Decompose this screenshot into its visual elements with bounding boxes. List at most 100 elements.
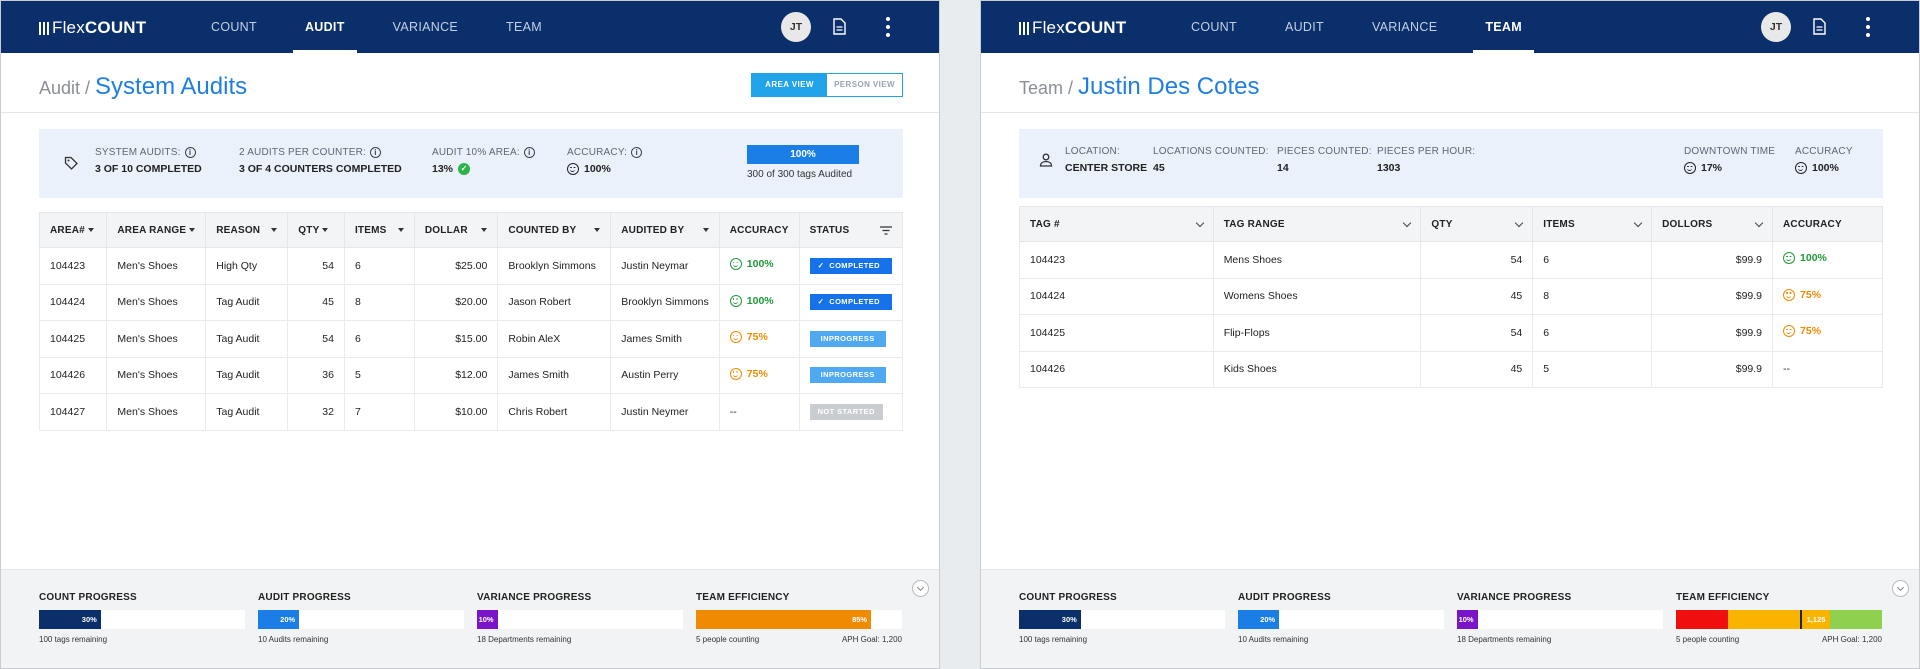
table-row[interactable]: 104425 Men's Shoes Tag Audit 54 6 $15.00 Robin… [38,320,904,358]
collapse-chevron-icon[interactable] [1892,580,1909,597]
col-status: STATUS [798,212,904,248]
col-qty[interactable]: QTY [1420,206,1534,242]
col-items[interactable]: ITEMS [343,212,415,248]
col-area-range[interactable]: AREA RANGE [106,212,207,248]
info-icon[interactable]: i [184,147,196,158]
smile-icon [729,367,742,380]
count-progress: COUNT PROGRESS 30% 100 tags remaining [1019,592,1225,644]
col-tag[interactable]: TAG # [1019,206,1214,242]
stat-downtown-time: DOWNTOWN TIME 17% [1684,146,1776,174]
info-icon[interactable]: i [370,147,381,158]
logo-bars-icon [1019,21,1029,35]
stat-tags-audited: 100% 300 of 300 tags Audited [747,145,859,180]
audit-table: AREA# AREA RANGE REASON QTY ITEMS DOLLAR… [38,212,904,431]
smile-icon [1684,162,1696,174]
stat-locations-counted: LOCATIONS COUNTED: 45 [1153,146,1269,174]
chevron-down-icon [1515,218,1524,227]
smile-icon [729,331,742,344]
person-icon [1039,153,1053,167]
tags-audited-bar: 100% [747,145,859,164]
table-row[interactable]: 104425 Flip-Flops 54 6 $99.9 75% [1019,314,1883,352]
collapse-chevron-icon[interactable] [912,580,929,597]
table-header-row: AREA# AREA RANGE REASON QTY ITEMS DOLLAR… [38,212,904,248]
table-row[interactable]: 104424 Men's Shoes Tag Audit 45 8 $20.00 Jason… [38,283,904,321]
table-row[interactable]: 104423 Men's Shoes High Qty 54 6 $25.00 Brookl… [38,247,904,285]
breadcrumb-parent[interactable]: Audit / [39,78,91,98]
col-counted-by[interactable]: COUNTED BY [497,212,612,248]
page-header: Team / Justin Des Cotes [981,53,1919,113]
col-dollar[interactable]: DOLLAR [413,212,499,248]
gauge-segment-yellow [1727,610,1800,629]
breadcrumb: Team / Justin Des Cotes [1019,73,1259,101]
col-audited-by[interactable]: AUDITED BY [610,212,720,248]
user-avatar[interactable]: JT [781,12,811,42]
col-reason[interactable]: REASON [205,212,289,248]
variance-progress: VARIANCE PROGRESS 10% 18 Departments rem… [477,592,683,644]
page-title: Justin Des Cotes [1078,73,1260,100]
sort-icon [87,227,94,232]
table-row[interactable]: 104426 Kids Shoes 45 5 $99.9 -- [1019,350,1883,388]
person-view-button[interactable]: PERSON VIEW [827,74,902,96]
nav-tab-variance[interactable]: VARIANCE [1371,20,1438,34]
table-row[interactable]: 104424 Womens Shoes 45 8 $99.9 75% [1019,277,1883,315]
top-nav-bar: Flex COUNT COUNT AUDIT VARIANCE TEAM JT [981,1,1919,53]
breadcrumb-parent[interactable]: Team / [1019,78,1074,98]
nav-tab-count[interactable]: COUNT [1191,20,1237,34]
main-nav: COUNT AUDIT VARIANCE TEAM [199,1,578,53]
status-badge: INPROGRESS [809,330,886,347]
nav-tab-count[interactable]: COUNT [211,20,257,34]
stat-system-audits: SYSTEM AUDITS: i 3 OF 10 COMPLETED [95,147,202,175]
filter-icon[interactable] [880,225,892,235]
progress-footer: COUNT PROGRESS 30% 100 tags remaining AU… [1,569,939,668]
sort-icon [397,228,404,232]
document-icon[interactable] [833,18,846,35]
smile-icon [1783,325,1796,338]
smile-icon [1795,162,1807,174]
count-progress-fill: 30% [1019,610,1081,629]
flexcount-logo[interactable]: Flex COUNT [1019,18,1126,38]
audit-progress-fill: 20% [258,610,300,629]
stat-audits-per-counter: 2 AUDITS PER COUNTER: i 3 OF 4 COUNTERS C… [239,147,402,175]
more-menu-icon[interactable] [885,17,891,37]
sort-icon [594,228,601,232]
nav-tab-audit[interactable]: AUDIT [292,1,357,53]
info-icon[interactable]: i [523,147,535,158]
nav-tab-variance[interactable]: VARIANCE [392,20,459,34]
flexcount-logo[interactable]: Flex COUNT [39,18,146,38]
view-toggle: AREA VIEW PERSON VIEW [751,73,903,97]
count-progress: COUNT PROGRESS 30% 100 tags remaining [39,592,245,644]
top-nav-bar: Flex COUNT COUNT AUDIT VARIANCE TEAM JT [1,1,939,53]
col-accuracy: ACCURACY [718,212,800,248]
col-items[interactable]: ITEMS [1532,206,1653,242]
tag-icon [64,156,78,170]
document-icon[interactable] [1813,18,1826,35]
nav-tab-audit[interactable]: AUDIT [1284,20,1324,34]
col-tag-range[interactable]: TAG RANGE [1212,206,1422,242]
col-dollars[interactable]: DOLLORS [1651,206,1774,242]
user-avatar[interactable]: JT [1761,12,1791,42]
gauge-segment-red [1676,610,1728,629]
variance-progress-fill: 10% [477,610,498,629]
col-area[interactable]: AREA# [38,212,108,248]
table-header-row: TAG # TAG RANGE QTY ITEMS DOLLORS ACCURA… [1019,206,1883,242]
variance-progress-fill: 10% [1457,610,1478,629]
nav-tab-team[interactable]: TEAM [506,20,542,34]
audit-summary: SYSTEM AUDITS: i 3 OF 10 COMPLETED 2 AUDI… [39,129,903,198]
area-view-button[interactable]: AREA VIEW [752,74,827,96]
page-header: Audit / System Audits [1,53,939,113]
tags-table: TAG # TAG RANGE QTY ITEMS DOLLORS ACCURA… [1019,206,1883,388]
info-icon[interactable]: i [631,147,643,158]
table-row[interactable]: 104427 Men's Shoes Tag Audit 32 7 $10.00 Chris… [38,393,904,431]
smile-icon [729,294,742,307]
smile-icon [1783,252,1796,265]
smile-icon [567,163,579,175]
chevron-down-icon [1403,218,1412,227]
col-qty[interactable]: QTY [287,212,345,248]
progress-footer: COUNT PROGRESS 30% 100 tags remaining AU… [981,569,1919,668]
sort-icon [702,228,709,232]
chevron-down-icon [1633,218,1643,227]
table-row[interactable]: 104423 Mens Shoes 54 6 $99.9 100% [1019,241,1883,279]
nav-tab-team[interactable]: TEAM [1473,1,1534,53]
more-menu-icon[interactable] [1865,17,1871,37]
table-row[interactable]: 104426 Men's Shoes Tag Audit 36 5 $12.00 James… [38,356,904,394]
